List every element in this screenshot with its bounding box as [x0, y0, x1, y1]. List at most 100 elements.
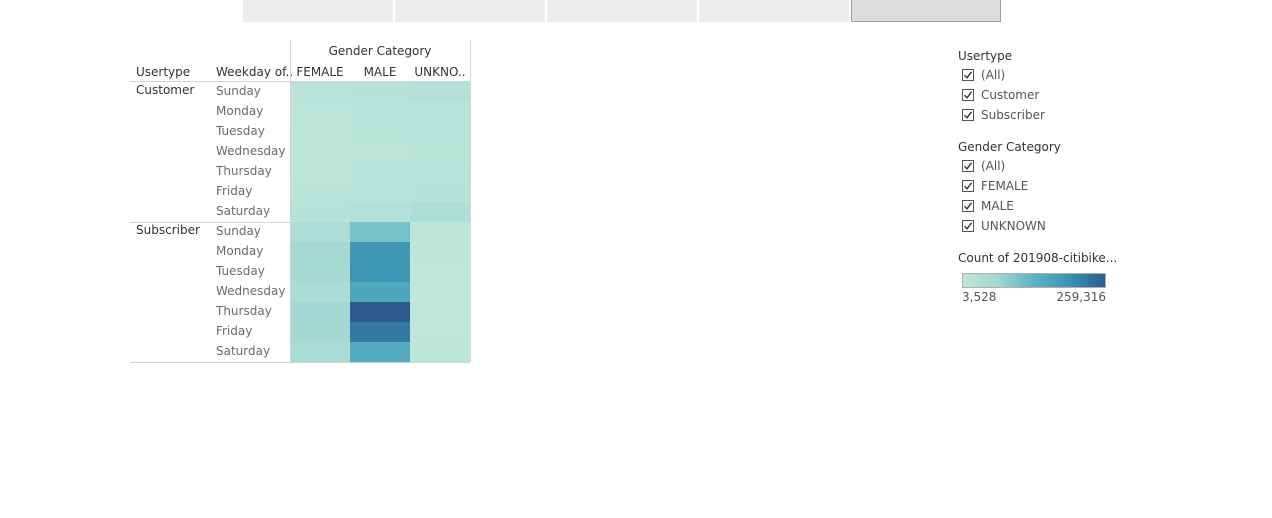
heatmap-cell[interactable]: [410, 162, 470, 182]
heatmap-cell[interactable]: [290, 342, 350, 362]
filter-option[interactable]: FEMALE: [958, 176, 1118, 196]
filter-option[interactable]: UNKNOWN: [958, 216, 1118, 236]
heatmap-cell[interactable]: [410, 242, 470, 262]
column-header[interactable]: UNKNO..: [414, 65, 466, 79]
dashboard-tab-strip: [243, 0, 1003, 22]
row-header-rule: [130, 81, 290, 82]
heatmap-cell[interactable]: [410, 302, 470, 322]
heatmap-cell[interactable]: [410, 282, 470, 302]
checkbox-icon[interactable]: [962, 160, 974, 172]
heatmap-cell[interactable]: [350, 182, 410, 202]
heatmap-cell[interactable]: [290, 302, 350, 322]
weekday-label: Thursday: [216, 164, 272, 178]
heatmap-cell[interactable]: [410, 142, 470, 162]
weekday-label: Friday: [216, 324, 253, 338]
dashboard-tab-4[interactable]: [699, 0, 849, 22]
heatmap-cell[interactable]: [410, 82, 470, 102]
filter-group: Gender Category (All) FEMALE MALE UNKNOWN: [958, 138, 1118, 236]
weekday-label: Saturday: [216, 344, 271, 358]
heatmap-cell[interactable]: [350, 302, 410, 322]
heatmap-cell[interactable]: [350, 342, 410, 362]
heatmap-cell[interactable]: [350, 142, 410, 162]
filter-title: Gender Category: [958, 140, 1061, 154]
heatmap-cell[interactable]: [350, 282, 410, 302]
heatmap-cell[interactable]: [290, 282, 350, 302]
filter-option-label: MALE: [981, 199, 1014, 213]
row-group-divider: [130, 362, 470, 363]
dashboard-tab-3[interactable]: [547, 0, 697, 22]
heatmap-cell[interactable]: [350, 262, 410, 282]
checkbox-icon[interactable]: [962, 180, 974, 192]
heatmap-cell[interactable]: [290, 162, 350, 182]
heatmap-cell[interactable]: [290, 202, 350, 222]
filter-panel: Usertype (All) Customer Subscriber Gender Ca…: [958, 47, 1118, 304]
heatmap-cell[interactable]: [350, 242, 410, 262]
heatmap-cell[interactable]: [350, 122, 410, 142]
heatmap-cell[interactable]: [410, 202, 470, 222]
heatmap-cell[interactable]: [290, 262, 350, 282]
filter-option[interactable]: MALE: [958, 196, 1118, 216]
checkbox-icon[interactable]: [962, 89, 974, 101]
heatmap-cell[interactable]: [350, 222, 410, 242]
weekday-label: Wednesday: [216, 284, 286, 298]
heatmap-cell[interactable]: [410, 322, 470, 342]
heatmap-cell[interactable]: [290, 102, 350, 122]
color-legend-values: 3,528 259,316: [962, 290, 1106, 304]
heatmap-cell[interactable]: [410, 222, 470, 242]
dashboard-tab-1[interactable]: [243, 0, 393, 22]
weekday-label: Monday: [216, 104, 264, 118]
heatmap-cell[interactable]: [410, 262, 470, 282]
heatmap-cell[interactable]: [410, 342, 470, 362]
weekday-label: Thursday: [216, 304, 272, 318]
heatmap-cell[interactable]: [350, 202, 410, 222]
weekday-label: Sunday: [216, 224, 261, 238]
dashboard-tab-5[interactable]: [851, 0, 1001, 22]
weekday-label: Sunday: [216, 84, 261, 98]
filter-option-label: Customer: [981, 88, 1040, 102]
filter-title: Usertype: [958, 49, 1013, 63]
legend-min-label: 3,528: [962, 290, 997, 304]
heatmap-cell[interactable]: [350, 102, 410, 122]
checkbox-icon[interactable]: [962, 109, 974, 121]
checkbox-icon[interactable]: [962, 220, 974, 232]
column-group-label: Gender Category: [328, 44, 432, 58]
heatmap-cell[interactable]: [290, 242, 350, 262]
column-header[interactable]: MALE: [363, 65, 397, 79]
heatmap-cell[interactable]: [350, 82, 410, 102]
heatmap-cell[interactable]: [290, 182, 350, 202]
weekday-label: Tuesday: [216, 124, 265, 138]
checkbox-icon[interactable]: [962, 69, 974, 81]
heatmap-cell[interactable]: [410, 102, 470, 122]
heatmap-cell[interactable]: [290, 322, 350, 342]
heatmap-cell[interactable]: [410, 122, 470, 142]
heatmap-cell[interactable]: [410, 182, 470, 202]
heatmap-cell[interactable]: [290, 142, 350, 162]
heatmap-chart: Gender Category Usertype Weekday of.. FE…: [130, 40, 472, 363]
checkbox-icon[interactable]: [962, 200, 974, 212]
row-label-divider: [290, 82, 291, 362]
filter-option-label: UNKNOWN: [981, 219, 1046, 233]
heatmap-cell[interactable]: [350, 322, 410, 342]
filter-option[interactable]: Customer: [958, 85, 1118, 105]
filter-option[interactable]: (All): [958, 65, 1118, 85]
filter-option-label: Subscriber: [981, 108, 1045, 122]
filter-option-label: FEMALE: [981, 179, 1029, 193]
heatmap-cell[interactable]: [350, 162, 410, 182]
column-header[interactable]: FEMALE: [296, 65, 344, 79]
usertype-label[interactable]: Subscriber: [136, 223, 200, 237]
heatmap-cell[interactable]: [290, 82, 350, 102]
column-header-divider: [290, 40, 291, 82]
weekday-label: Saturday: [216, 204, 271, 218]
dashboard-tab-2[interactable]: [395, 0, 545, 22]
heatmap-cell[interactable]: [290, 222, 350, 242]
filter-option[interactable]: (All): [958, 156, 1118, 176]
weekday-label: Friday: [216, 184, 253, 198]
filter-option[interactable]: Subscriber: [958, 105, 1118, 125]
grid-right-edge: [470, 82, 471, 362]
heatmap-cell[interactable]: [290, 122, 350, 142]
filter-option-label: (All): [981, 159, 1006, 173]
usertype-label[interactable]: Customer: [136, 83, 195, 97]
filter-option-label: (All): [981, 68, 1006, 82]
weekday-header[interactable]: Weekday of..: [216, 65, 294, 79]
weekday-label: Monday: [216, 244, 264, 258]
